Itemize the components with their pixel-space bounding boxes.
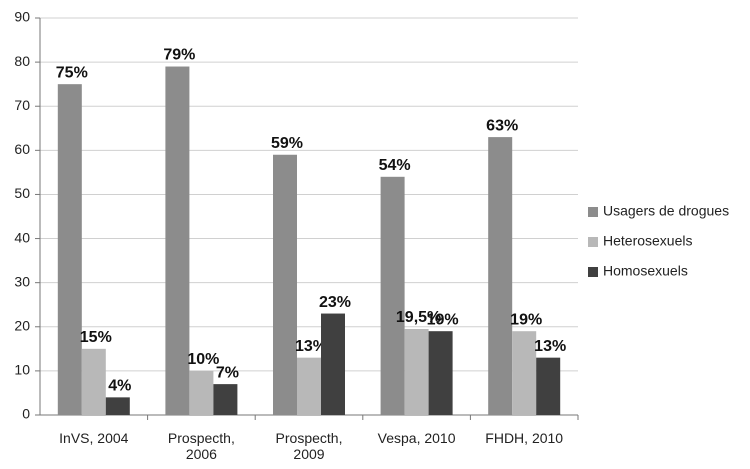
data-label: 7%	[216, 364, 239, 381]
y-tick-label: 0	[22, 406, 30, 422]
bar	[321, 313, 345, 415]
data-label: 15%	[80, 329, 112, 346]
bar	[404, 328, 429, 415]
bar	[213, 384, 238, 415]
bar	[273, 154, 297, 415]
x-tick-label: Vespa, 2010	[377, 430, 456, 446]
bar	[105, 397, 130, 415]
bar	[165, 66, 190, 416]
x-tick-label: Prospecth, 2006	[167, 430, 235, 462]
y-tick-label: 50	[14, 185, 30, 201]
legend-swatch	[588, 237, 598, 247]
y-tick-label: 60	[14, 141, 30, 157]
legend-label: Homosexuels	[603, 263, 688, 279]
bar	[380, 176, 405, 415]
legend-label: Usagers de drogues	[603, 203, 729, 219]
bar	[189, 370, 214, 415]
bar	[57, 84, 82, 416]
y-tick-label: 10	[14, 362, 30, 378]
data-label: 19%	[427, 311, 459, 328]
data-label: 75%	[56, 64, 88, 81]
x-tick-label: InVS, 2004	[59, 430, 129, 446]
data-label: 10%	[187, 351, 219, 368]
bar	[536, 357, 561, 415]
bar	[81, 348, 106, 415]
x-tick-label: FHDH, 2010	[485, 430, 564, 446]
data-label: 79%	[163, 47, 195, 64]
data-label: 13%	[534, 338, 566, 355]
data-label: 19,5%	[396, 309, 441, 326]
y-tick-label: 70	[14, 97, 30, 113]
y-tick-label: 30	[14, 273, 30, 289]
data-label: 13%	[295, 338, 327, 355]
bar	[512, 331, 537, 415]
data-label: 23%	[319, 294, 351, 311]
data-label: 4%	[108, 378, 131, 395]
data-label: 63%	[486, 117, 518, 134]
data-label: 54%	[379, 157, 411, 174]
y-tick-label: 40	[14, 229, 30, 245]
data-label: 59%	[271, 135, 303, 152]
y-tick-label: 90	[14, 9, 30, 25]
legend-label: Heterosexuels	[603, 233, 693, 249]
data-label: 19%	[510, 311, 542, 328]
x-tick-label: Prospecth, 2009	[275, 430, 343, 462]
y-tick-label: 20	[14, 317, 30, 333]
bar	[297, 357, 321, 415]
legend-swatch	[588, 267, 598, 277]
legend-swatch	[588, 207, 598, 217]
y-tick-label: 80	[14, 53, 30, 69]
bar	[428, 331, 453, 415]
bar	[488, 137, 513, 415]
